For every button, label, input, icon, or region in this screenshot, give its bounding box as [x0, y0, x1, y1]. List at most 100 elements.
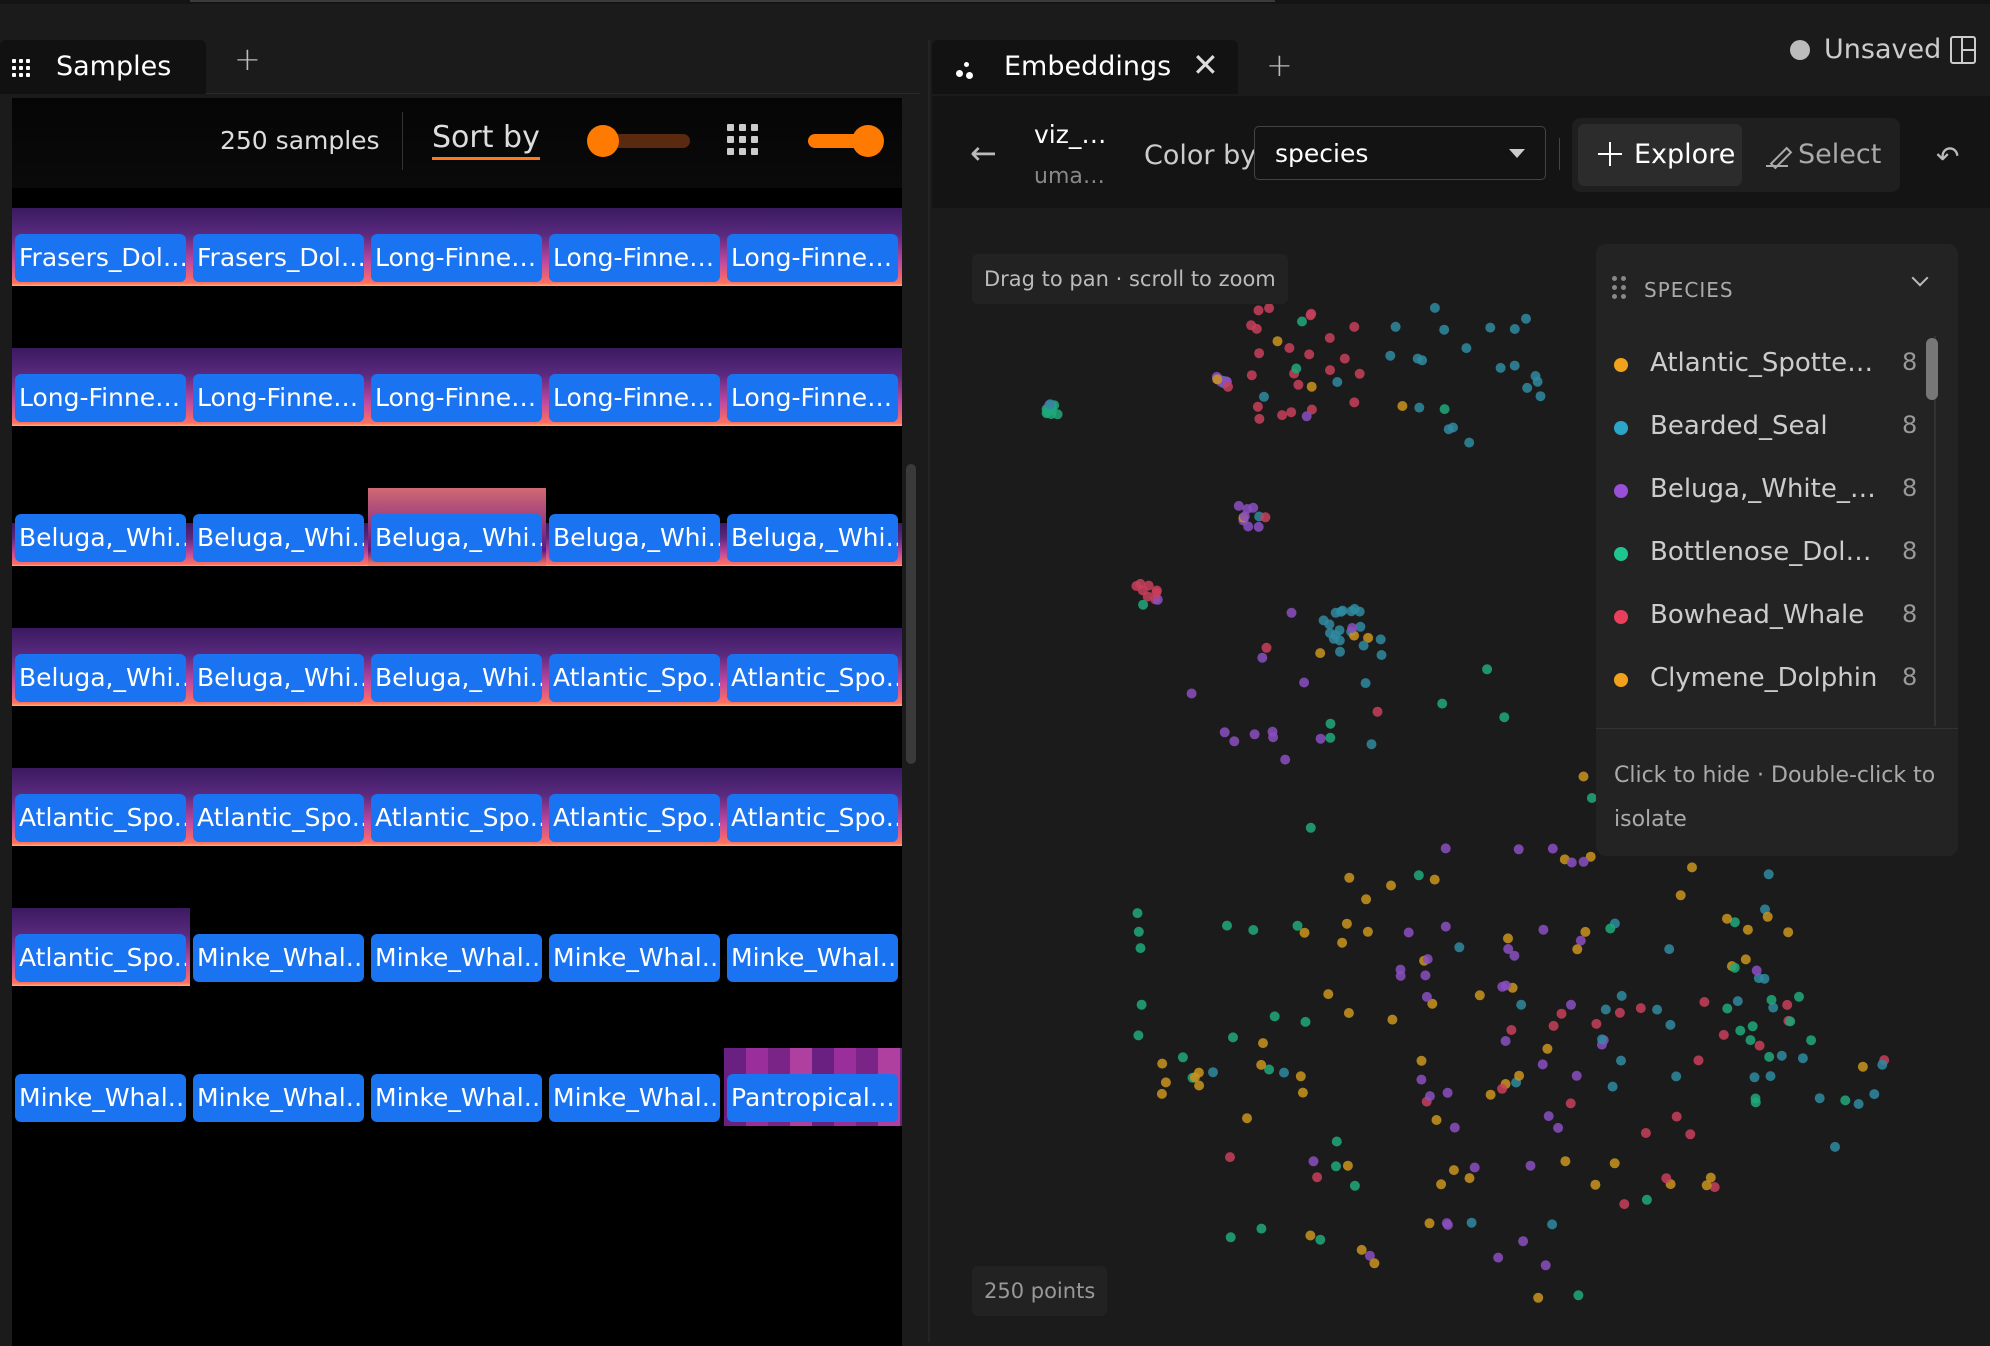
- embedding-point[interactable]: [1375, 634, 1386, 645]
- embedding-point[interactable]: [1324, 333, 1335, 343]
- embedding-point[interactable]: [1857, 1061, 1868, 1072]
- zoom-slider-handle[interactable]: [587, 125, 619, 157]
- embedding-point[interactable]: [1272, 336, 1283, 347]
- sample-thumbnail[interactable]: Minke_Whal…: [546, 1048, 724, 1126]
- embedding-point[interactable]: [1547, 1219, 1558, 1230]
- embedding-point[interactable]: [1225, 1232, 1236, 1243]
- embedding-point[interactable]: [1222, 920, 1232, 931]
- embedding-point[interactable]: [1280, 754, 1291, 765]
- embedding-point[interactable]: [1685, 1129, 1696, 1140]
- embedding-point[interactable]: [1277, 410, 1288, 421]
- embedding-point[interactable]: [1424, 1091, 1435, 1102]
- embedding-point[interactable]: [1469, 1162, 1480, 1173]
- sort-by-button[interactable]: Sort by: [432, 120, 540, 160]
- embedding-point[interactable]: [1248, 925, 1259, 935]
- sample-thumbnail[interactable]: Minke_Whal…: [12, 1048, 190, 1126]
- tab-samples[interactable]: Samples: [0, 40, 206, 94]
- embedding-point[interactable]: [1362, 926, 1373, 937]
- embedding-point[interactable]: [1369, 1258, 1380, 1269]
- embedding-point[interactable]: [1537, 1059, 1548, 1070]
- embedding-point[interactable]: [1219, 727, 1230, 738]
- embedding-point[interactable]: [1252, 401, 1263, 412]
- embedding-point[interactable]: [1295, 1071, 1306, 1082]
- drag-handle-icon[interactable]: [1612, 276, 1626, 299]
- embedding-point[interactable]: [1449, 1122, 1460, 1133]
- embedding-point[interactable]: [1376, 650, 1387, 660]
- embedding-point[interactable]: [1315, 1234, 1326, 1245]
- embedding-point[interactable]: [1360, 678, 1371, 689]
- embedding-point[interactable]: [1332, 377, 1343, 387]
- sample-thumbnail[interactable]: Long-Finne…: [724, 348, 902, 426]
- sample-thumbnail[interactable]: Long-Finne…: [368, 348, 546, 426]
- embedding-point[interactable]: [1877, 1059, 1888, 1070]
- embedding-point[interactable]: [1416, 1055, 1427, 1066]
- embedding-point[interactable]: [1243, 521, 1254, 532]
- embedding-point[interactable]: [1687, 862, 1697, 873]
- embedding-point[interactable]: [1797, 1053, 1808, 1064]
- legend-item[interactable]: Atlantic_Spotted_… 8: [1614, 344, 1917, 384]
- embedding-point[interactable]: [1355, 621, 1366, 632]
- embedding-point[interactable]: [1766, 994, 1777, 1005]
- sample-thumbnail[interactable]: Minke_Whal…: [190, 1048, 368, 1126]
- embedding-point[interactable]: [1304, 349, 1315, 360]
- embedding-point[interactable]: [1454, 942, 1465, 953]
- legend-item[interactable]: Bottlenose_Dolphin 8: [1614, 533, 1917, 573]
- embedding-point[interactable]: [1429, 302, 1440, 313]
- layout-icon[interactable]: [1950, 36, 1976, 64]
- embedding-point[interactable]: [1509, 324, 1520, 334]
- embedding-point[interactable]: [1533, 1292, 1544, 1303]
- embedding-point[interactable]: [1560, 1156, 1571, 1167]
- embedding-point[interactable]: [1292, 920, 1303, 931]
- embedding-point[interactable]: [1306, 404, 1317, 415]
- embedding-point[interactable]: [1521, 313, 1531, 324]
- embedding-point[interactable]: [1323, 989, 1334, 1000]
- embedding-point[interactable]: [1806, 1035, 1817, 1046]
- embedding-point[interactable]: [1509, 360, 1520, 371]
- embedding-point[interactable]: [1135, 943, 1146, 954]
- sample-thumbnail[interactable]: Atlantic_Spo…: [724, 628, 902, 706]
- embedding-point[interactable]: [1258, 1038, 1268, 1049]
- embedding-point[interactable]: [1386, 880, 1396, 891]
- embedding-point[interactable]: [1566, 999, 1576, 1010]
- embedding-point[interactable]: [1354, 606, 1365, 617]
- embedding-point[interactable]: [1225, 1152, 1235, 1163]
- embedding-point[interactable]: [1256, 1223, 1267, 1234]
- embedding-point[interactable]: [1337, 937, 1348, 948]
- embedding-point[interactable]: [1548, 1020, 1559, 1031]
- embedding-point[interactable]: [1503, 944, 1514, 954]
- embedding-point[interactable]: [1414, 402, 1425, 413]
- embedding-point[interactable]: [1257, 652, 1268, 663]
- embedding-point[interactable]: [1495, 362, 1506, 373]
- embedding-point[interactable]: [1763, 869, 1774, 880]
- embedding-point[interactable]: [1566, 857, 1577, 868]
- embedding-point[interactable]: [1299, 927, 1310, 938]
- embedding-point[interactable]: [1254, 413, 1265, 424]
- embedding-point[interactable]: [1331, 1161, 1341, 1172]
- legend-item[interactable]: Clymene_Dolphin 8: [1614, 659, 1917, 699]
- embedding-point[interactable]: [1729, 962, 1740, 973]
- embedding-point[interactable]: [1157, 1058, 1168, 1069]
- sample-gallery[interactable]: 250 samples Sort by Frasers_Dol… Frasers_…: [12, 98, 902, 1346]
- panel-divider[interactable]: [928, 40, 930, 1342]
- legend-scrollbar[interactable]: [1926, 338, 1938, 400]
- embedding-point[interactable]: [1751, 965, 1762, 976]
- sample-thumbnail[interactable]: Atlantic_Spo…: [368, 768, 546, 846]
- embedding-point[interactable]: [1764, 1051, 1775, 1062]
- sample-thumbnail[interactable]: Long-Finne…: [724, 208, 902, 286]
- embedding-point[interactable]: [1413, 870, 1424, 881]
- embedding-point[interactable]: [1291, 363, 1302, 374]
- embedding-point[interactable]: [1293, 379, 1304, 390]
- embedding-point[interactable]: [1497, 1083, 1508, 1094]
- embedding-point[interactable]: [1530, 371, 1541, 381]
- embedding-point[interactable]: [1605, 923, 1616, 934]
- sample-thumbnail[interactable]: Atlantic_Spo…: [546, 628, 724, 706]
- embedding-point[interactable]: [1590, 1179, 1601, 1190]
- embedding-point[interactable]: [1616, 1055, 1626, 1066]
- embedding-point[interactable]: [1591, 1018, 1602, 1029]
- embedding-point[interactable]: [1742, 924, 1753, 935]
- embedding-point[interactable]: [1661, 1173, 1672, 1184]
- sample-thumbnail[interactable]: Atlantic_Spo…: [12, 908, 190, 986]
- embedding-point[interactable]: [1754, 1040, 1765, 1051]
- embedding-point[interactable]: [1194, 1080, 1205, 1091]
- embedding-point[interactable]: [1335, 646, 1345, 657]
